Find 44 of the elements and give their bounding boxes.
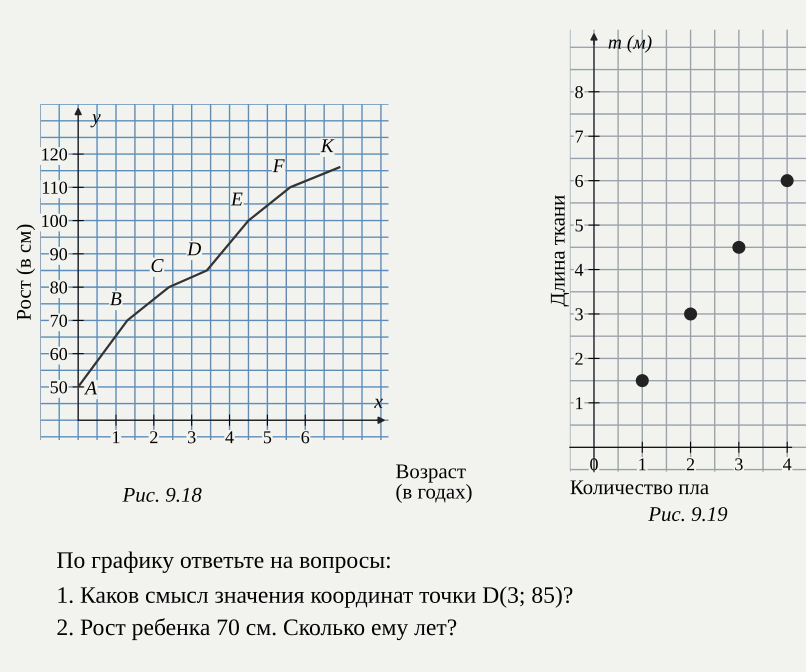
- y-tick-label: 1: [576, 397, 582, 410]
- y-tick-label: 3: [575, 308, 583, 320]
- x-tick-label: 4: [783, 458, 792, 470]
- text: Рис. 9.19: [648, 507, 728, 522]
- x-tick-label: 5: [264, 431, 272, 444]
- annotation: E: [230, 192, 243, 206]
- y-tick-label: 5: [576, 220, 583, 232]
- annotation: A: [84, 382, 98, 394]
- x-axis-title: Количество пла: [570, 480, 709, 494]
- x-tick-label: 2: [686, 458, 694, 470]
- y-tick-label: 80: [50, 281, 68, 294]
- annotation: F: [272, 159, 285, 172]
- text: 1. Каков смысл значения координат точки D(3; 85)?: [58, 586, 572, 608]
- y-tick-label: 8: [575, 86, 583, 98]
- annotation: C: [152, 259, 164, 272]
- x-axis-title: Возраст (в годах): [396, 464, 472, 503]
- annotation: D: [187, 242, 201, 256]
- y-tick-label: 6: [575, 174, 584, 188]
- x-tick-label: 1: [113, 431, 120, 444]
- x-tick-label: 4: [225, 431, 234, 444]
- text: По графику ответьте на вопросы:: [57, 551, 390, 573]
- y-tick-label: 120: [42, 148, 68, 161]
- annotation: x: [374, 398, 383, 408]
- y-tick-label: 100: [42, 214, 68, 228]
- x-tick-label: 2: [150, 431, 158, 444]
- annotation: K: [320, 139, 335, 152]
- x-tick-label: 3: [735, 458, 743, 470]
- x-tick-label: 3: [188, 431, 196, 444]
- x-tick-label: 1: [639, 458, 646, 470]
- y-axis-title: Длина ткани: [550, 195, 569, 306]
- text: Рис. 9.18: [122, 488, 202, 502]
- y-tick-label: 60: [50, 348, 68, 360]
- y-tick-label: 50: [50, 381, 68, 394]
- y-axis-title: Рост (в см): [16, 224, 36, 320]
- y-tick-label: 90: [50, 248, 68, 260]
- annotation: m (м): [608, 35, 652, 53]
- y-tick-label: 2: [575, 352, 583, 365]
- x-tick-label: 6: [301, 431, 310, 444]
- y-tick-label: 7: [576, 130, 584, 142]
- y-tick-label: 110: [42, 182, 68, 194]
- y-tick-label: 4: [574, 264, 584, 276]
- annotation: B: [110, 292, 122, 306]
- y-tick-label: 70: [50, 314, 68, 327]
- text: 2. Рост ребенка 70 см. Сколько ему лет?: [57, 618, 456, 640]
